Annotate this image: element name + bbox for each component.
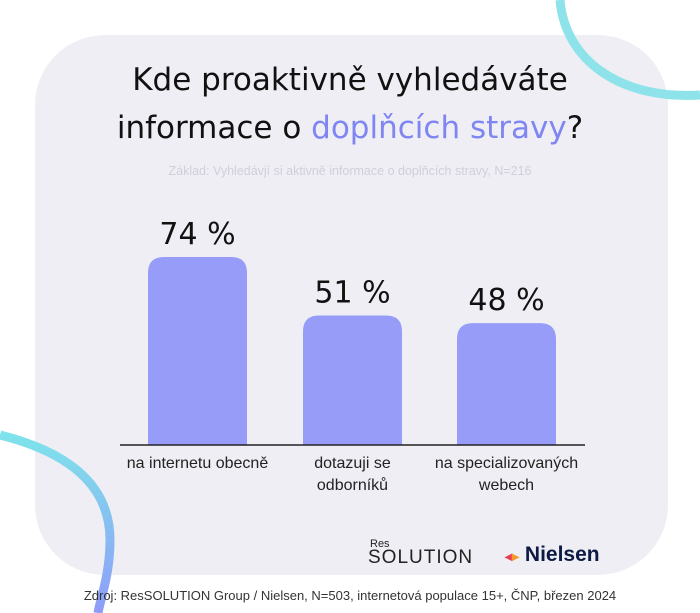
subtitle: Základ: Vyhledávjí si aktivně informace … (168, 164, 532, 178)
data-label: 48 % (468, 283, 544, 318)
source-note: Zdroj: ResSOLUTION Group / Nielsen, N=50… (83, 588, 617, 603)
nielsen-logo: ◂▸ Nielsen (505, 543, 600, 566)
bottom-left-curve (0, 430, 115, 613)
data-label: 74 % (159, 217, 235, 252)
title-question-mark: ? (566, 110, 584, 146)
bar (303, 315, 402, 445)
data-label: 51 % (314, 275, 390, 310)
title-accent: doplňcích stravy (311, 110, 567, 146)
ressolution-logo: Res SOLUTION (368, 538, 474, 568)
category-label: dotazuji se odborníků (314, 455, 391, 494)
title-line-2: informace o doplňcích stravy? (0, 110, 700, 146)
top-right-curve (555, 0, 700, 100)
title-text: informace o (116, 110, 312, 146)
bar (457, 323, 556, 445)
category-label: na specializovaných webech (434, 455, 579, 494)
chart-card (35, 35, 668, 575)
bar (148, 257, 247, 445)
title-line-1: Kde proaktivně vyhledáváte (132, 62, 568, 98)
category-label: na internetu obecně (126, 455, 269, 472)
